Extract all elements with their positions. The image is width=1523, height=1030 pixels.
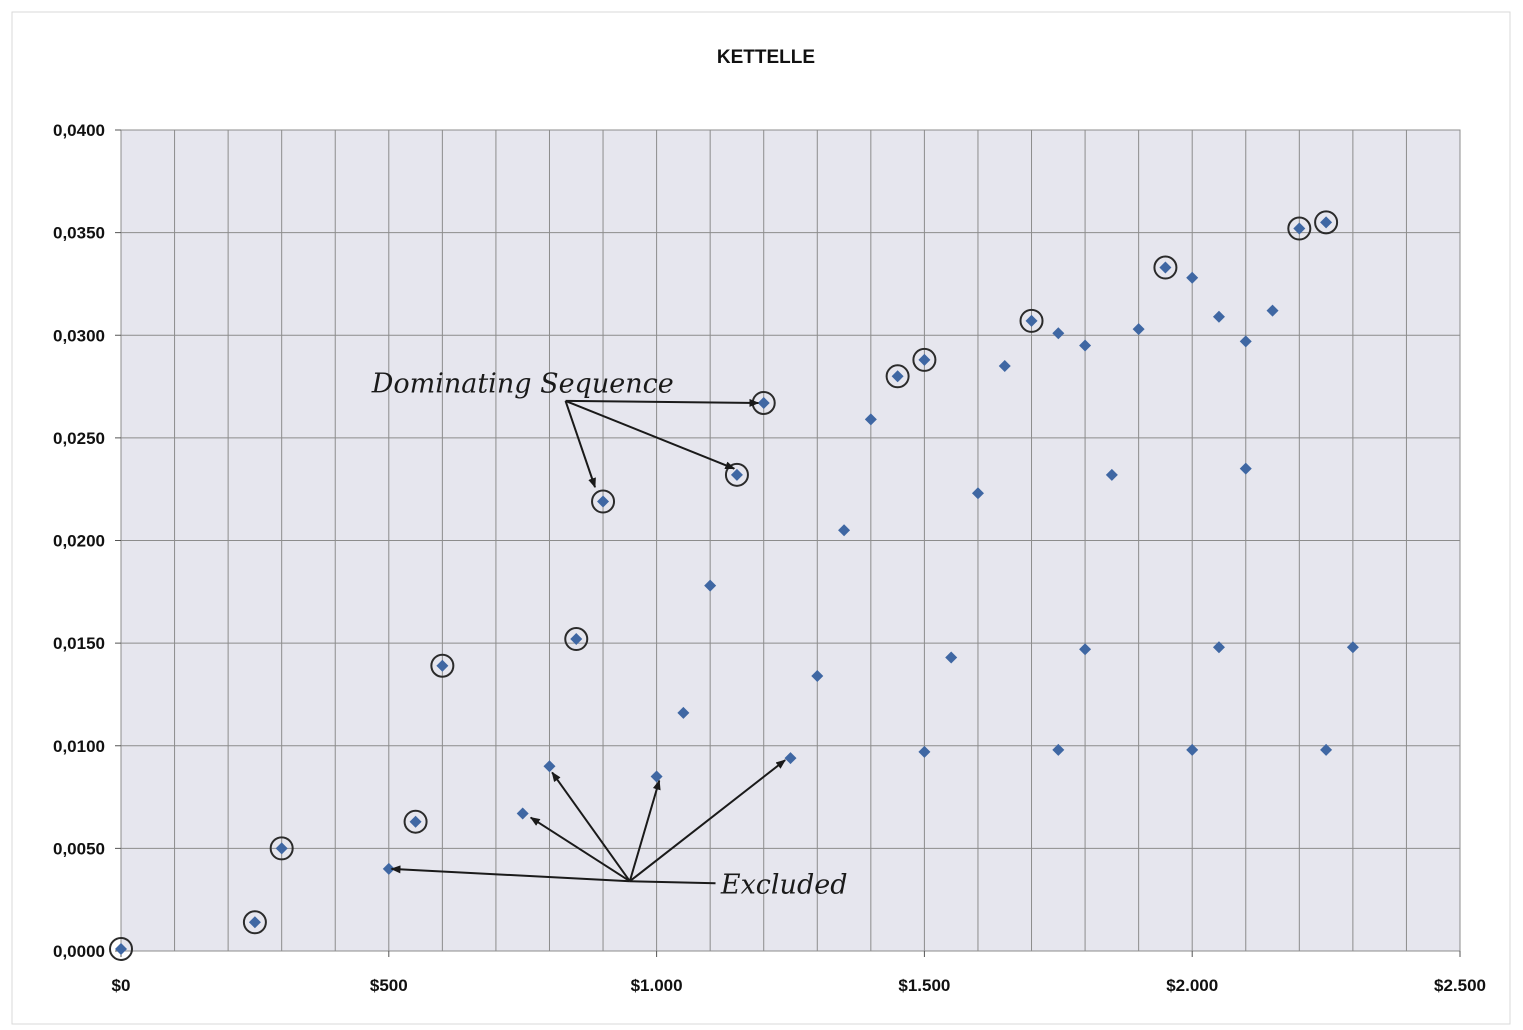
circled-point-marker xyxy=(1019,308,1044,333)
x-axis: $0 $500 $1.000 $1.500 $2.000 $2.500 xyxy=(112,951,1486,995)
y-tick-label: 0,0150 xyxy=(53,634,105,653)
data-point xyxy=(570,633,583,646)
circled-point-marker xyxy=(724,462,749,487)
data-point xyxy=(1346,641,1359,654)
data-point xyxy=(1052,743,1065,756)
annotation-arrow xyxy=(629,759,786,883)
data-point xyxy=(275,842,288,855)
data-point xyxy=(1266,304,1279,317)
data-point xyxy=(1025,314,1038,327)
data-point xyxy=(918,745,931,758)
data-point xyxy=(811,669,824,682)
annotation-arrow xyxy=(390,865,630,883)
chart-title: KETTELLE xyxy=(717,47,815,68)
x-tick-label: $1.500 xyxy=(898,976,950,995)
data-point xyxy=(516,807,529,820)
data-point xyxy=(998,360,1011,373)
annotation-arrow xyxy=(551,771,631,882)
circled-point-marker xyxy=(1314,210,1339,235)
data-point xyxy=(436,659,449,672)
data-point xyxy=(730,468,743,481)
circled-point-marker xyxy=(1287,216,1312,241)
data-point xyxy=(409,815,422,828)
circled-point-marker xyxy=(1153,255,1178,280)
annotation-arrow xyxy=(529,816,631,883)
y-axis: 0,0000 0,0050 0,0100 0,0150 0,0200 0,0250 0,03… xyxy=(53,121,121,961)
data-point xyxy=(971,487,984,500)
data-point xyxy=(891,370,904,383)
data-point xyxy=(1186,271,1199,284)
y-tick-label: 0,0300 xyxy=(53,326,105,345)
x-tick-label: $2.000 xyxy=(1166,976,1218,995)
x-tick-label: $2.500 xyxy=(1434,976,1486,995)
annotation-arrow xyxy=(564,400,596,489)
y-tick-label: 0,0200 xyxy=(53,532,105,551)
annotation-arrow xyxy=(565,400,736,470)
annotations: Dominating Sequence Excluded xyxy=(371,369,848,901)
data-point xyxy=(784,752,797,765)
data-point xyxy=(918,353,931,366)
y-tick-label: 0,0000 xyxy=(53,942,105,961)
grid-lines xyxy=(121,130,1460,951)
y-tick-label: 0,0350 xyxy=(53,224,105,243)
annotation-arrow xyxy=(628,779,661,882)
data-point xyxy=(1186,743,1199,756)
annotation-connector-line xyxy=(629,880,716,885)
data-point xyxy=(864,413,877,426)
circled-point-marker xyxy=(430,653,455,678)
data-point xyxy=(1320,743,1333,756)
annotation-arrow xyxy=(565,398,760,407)
y-tick-label: 0,0050 xyxy=(53,839,105,858)
data-point xyxy=(757,396,770,409)
y-tick-label: 0,0250 xyxy=(53,429,105,448)
data-point xyxy=(115,942,127,955)
x-tick-label: $500 xyxy=(370,976,408,995)
y-tick-label: 0,0100 xyxy=(53,737,105,756)
data-points xyxy=(115,216,1359,955)
circled-point-marker xyxy=(242,910,267,935)
data-point xyxy=(543,760,556,773)
x-tick-label: $0 xyxy=(112,976,131,995)
circled-point-marker xyxy=(912,347,937,372)
data-point xyxy=(1105,468,1118,481)
circled-points xyxy=(109,210,1339,961)
data-point xyxy=(1212,641,1225,654)
circled-point-marker xyxy=(403,809,428,834)
circled-point-marker xyxy=(109,936,133,961)
data-point xyxy=(838,524,851,537)
data-point xyxy=(1239,462,1252,475)
data-point xyxy=(597,495,610,508)
data-point xyxy=(1132,323,1145,336)
data-point xyxy=(248,916,261,929)
x-tick-label: $1.000 xyxy=(631,976,683,995)
data-point xyxy=(677,706,690,719)
data-point xyxy=(650,770,663,783)
annotation-label: Dominating Sequence xyxy=(371,369,674,400)
data-point xyxy=(1159,261,1172,274)
circled-point-marker xyxy=(269,836,294,861)
circled-point-marker xyxy=(564,627,589,652)
data-point xyxy=(704,579,717,592)
data-point xyxy=(1052,327,1065,340)
data-point xyxy=(1079,643,1092,656)
circled-point-marker xyxy=(591,489,616,514)
data-point xyxy=(1239,335,1252,348)
data-point xyxy=(1293,222,1306,235)
data-point xyxy=(1212,310,1225,323)
data-point xyxy=(1320,216,1333,229)
data-point xyxy=(1079,339,1092,352)
data-point xyxy=(945,651,958,664)
annotation-label: Excluded xyxy=(720,870,848,901)
y-tick-label: 0,0400 xyxy=(53,121,105,140)
circled-point-marker xyxy=(885,364,910,389)
